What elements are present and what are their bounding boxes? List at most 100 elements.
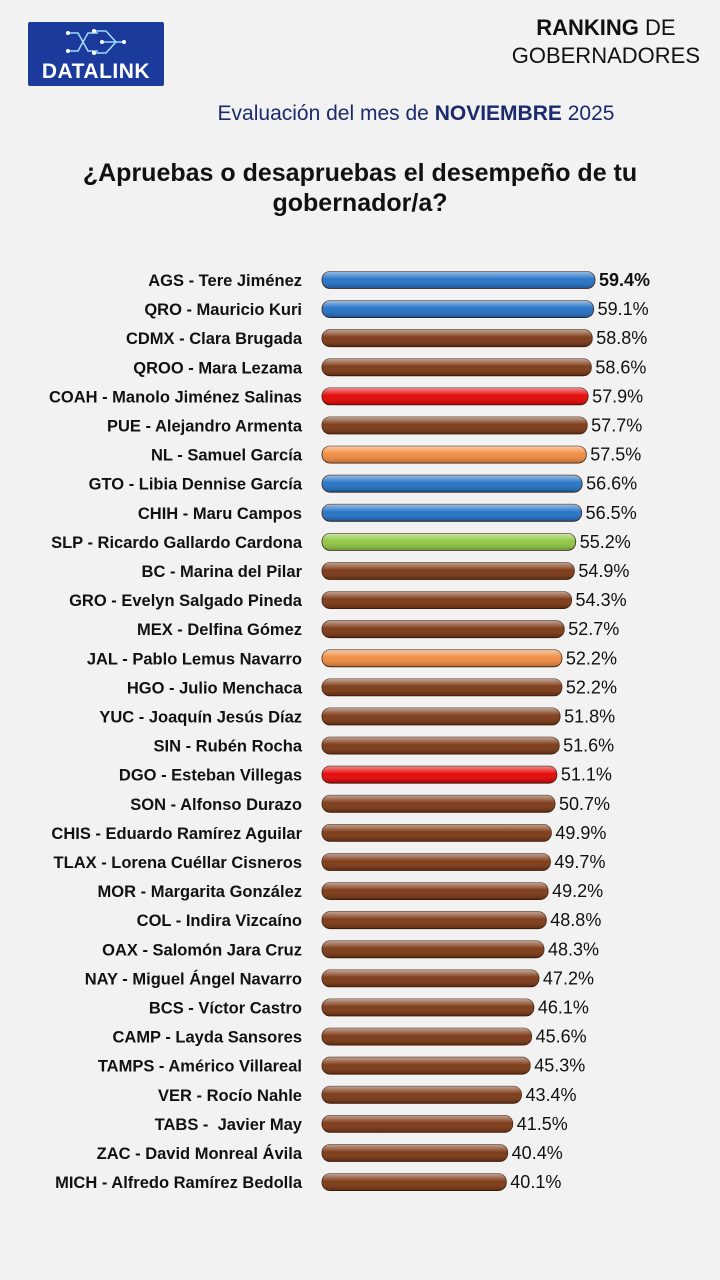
bar-gloss (322, 911, 547, 929)
subtitle-year: 2025 (561, 102, 615, 125)
bar-category-label: SIN - Rubén Rocha (153, 738, 302, 756)
bar-gloss (322, 562, 575, 580)
bar-value-label: 56.5% (586, 503, 637, 523)
title-line2: GOBERNADORES (511, 43, 700, 68)
bar-gloss (322, 678, 562, 696)
bar-value-label: 51.6% (563, 736, 614, 756)
circuit-logo-icon (66, 29, 126, 55)
bar-category-label: ZAC - David Monreal Ávila (97, 1144, 303, 1163)
bar-gloss (322, 969, 539, 987)
bar-category-label: MOR - Margarita González (98, 883, 302, 901)
bar-gloss (322, 999, 534, 1016)
bar-category-label: AGS - Tere Jiménez (148, 272, 302, 290)
bar-value-label: 45.6% (536, 1027, 587, 1047)
bar-category-label: GTO - Libia Dennise García (89, 476, 303, 494)
subtitle: Evaluación del mes de NOVIEMBRE 2025 (0, 102, 720, 126)
bar-value-label: 55.2% (580, 532, 631, 552)
bar-gloss (322, 417, 588, 434)
bar-value-label: 57.5% (590, 445, 641, 465)
subtitle-month: NOVIEMBRE (434, 102, 562, 125)
bar-category-label: TAMPS - Américo Villareal (98, 1058, 302, 1076)
bar-gloss (322, 1028, 532, 1046)
bar-gloss (322, 940, 544, 958)
bar-category-label: CHIS - Eduardo Ramírez Aguilar (51, 825, 302, 843)
bar-value-label: 45.3% (534, 1056, 585, 1076)
bar-value-label: 52.7% (568, 619, 619, 639)
bar-value-label: 41.5% (517, 1114, 568, 1134)
bar-category-label: BCS - Víctor Castro (149, 1000, 302, 1018)
bar-category-label: SON - Alfonso Durazo (130, 796, 302, 814)
subtitle-prefix: Evaluación del mes de (217, 102, 435, 125)
bar-gloss (322, 1086, 522, 1104)
bar-gloss (322, 533, 576, 551)
bar-gloss (322, 737, 560, 755)
bar-value-label: 48.8% (550, 910, 601, 930)
brand-name: DATALINK (41, 60, 151, 83)
bar-category-label: DGO - Esteban Villegas (119, 767, 302, 785)
bar-category-label: COAH - Manolo Jiménez Salinas (49, 388, 302, 406)
bar-category-label: HGO - Julio Menchaca (127, 679, 303, 697)
bar-category-label: COL - Indira Vizcaíno (137, 912, 302, 930)
bar-gloss (322, 475, 583, 493)
bar-value-label: 46.1% (538, 998, 589, 1018)
bar-value-label: 48.3% (548, 939, 599, 959)
bar-category-label: TLAX - Lorena Cuéllar Cisneros (54, 854, 302, 872)
bar-gloss (322, 1144, 508, 1162)
bar-value-label: 51.1% (561, 765, 612, 785)
bar-gloss (322, 358, 592, 376)
title-bold: RANKING (536, 15, 639, 40)
title-rest: DE (638, 15, 676, 40)
bar-gloss (322, 1173, 507, 1191)
bar-value-label: 50.7% (559, 794, 610, 814)
bar-value-label: 49.2% (552, 881, 603, 901)
bar-category-label: JAL - Pablo Lemus Navarro (87, 650, 302, 668)
bar-value-label: 57.7% (591, 416, 642, 436)
bar-category-label: SLP - Ricardo Gallardo Cardona (51, 534, 303, 552)
bar-gloss (322, 271, 595, 289)
bar-category-label: TABS - Javier May (155, 1116, 303, 1134)
bar-gloss (322, 620, 565, 638)
bar-gloss (322, 853, 551, 871)
bar-gloss (322, 708, 561, 725)
bar-category-label: NAY - Miguel Ángel Navarro (85, 969, 302, 988)
datalink-logo: DATALINK (28, 22, 164, 86)
survey-question: ¿Apruebas o desapruebas el desempeño de … (82, 159, 638, 217)
bar-gloss (322, 1057, 531, 1075)
bar-value-label: 40.4% (512, 1143, 563, 1163)
bar-value-label: 47.2% (543, 968, 594, 988)
bar-gloss (322, 591, 572, 609)
bar-category-label: CDMX - Clara Brugada (126, 330, 303, 348)
bar-value-label: 54.9% (578, 561, 629, 581)
bar-value-label: 58.8% (596, 328, 647, 348)
bar-category-label: OAX - Salomón Jara Cruz (102, 941, 302, 959)
bar-gloss (322, 649, 562, 667)
bar-value-label: 54.3% (576, 590, 627, 610)
page-title: RANKING DE GOBERNADORES (512, 14, 700, 70)
bar-gloss (322, 882, 549, 900)
bar-value-label: 59.4% (599, 270, 650, 290)
approval-bar-chart: AGS - Tere Jiménez 59.4% QRO - Mauricio Ku… (49, 270, 650, 1192)
bar-category-label: NL - Samuel García (151, 447, 303, 465)
bar-category-label: QROO - Mara Lezama (133, 359, 303, 377)
bar-category-label: VER - Rocío Nahle (158, 1087, 302, 1105)
bar-gloss (322, 1115, 513, 1133)
bar-category-label: PUE - Alejandro Armenta (107, 418, 303, 436)
bar-value-label: 57.9% (592, 386, 643, 406)
bar-category-label: CHIH - Maru Campos (138, 505, 302, 523)
bar-category-label: YUC - Joaquín Jesús Díaz (99, 709, 302, 727)
bar-gloss (322, 795, 556, 813)
bar-gloss (322, 766, 557, 784)
bar-value-label: 52.2% (566, 677, 617, 697)
bar-gloss (322, 446, 587, 464)
bar-category-label: MICH - Alfredo Ramírez Bedolla (55, 1174, 303, 1192)
bar-gloss (322, 824, 552, 842)
bar-gloss (322, 387, 589, 405)
bar-gloss (322, 329, 593, 347)
bar-value-label: 59.1% (598, 299, 649, 319)
bar-value-label: 51.8% (564, 707, 615, 727)
bar-value-label: 52.2% (566, 648, 617, 668)
bar-category-label: QRO - Mauricio Kuri (144, 301, 302, 319)
bar-category-label: CAMP - Layda Sansores (112, 1029, 302, 1047)
bar-value-label: 58.6% (595, 357, 646, 377)
bar-value-label: 56.6% (586, 474, 637, 494)
